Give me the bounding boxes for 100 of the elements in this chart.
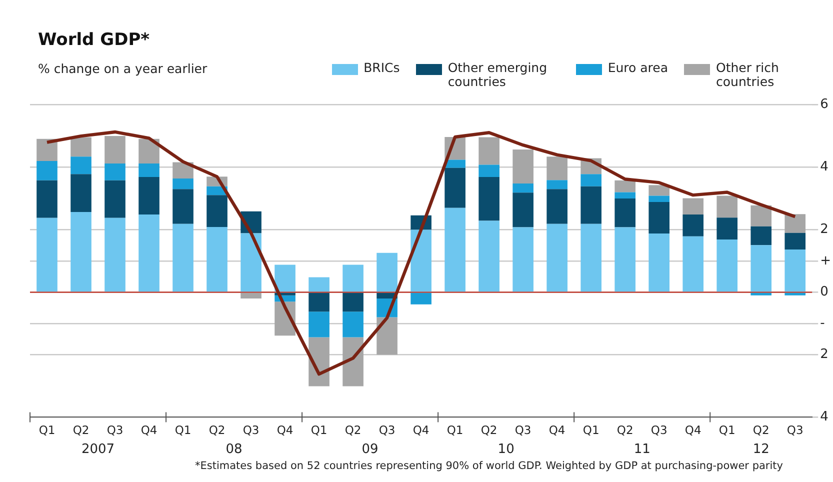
bar <box>784 232 806 250</box>
bar <box>138 214 160 292</box>
bar <box>138 138 160 164</box>
bar <box>648 196 670 202</box>
bar <box>512 184 534 193</box>
x-tick-label: Q4 <box>412 423 430 438</box>
bar <box>172 162 194 179</box>
bar <box>546 224 568 292</box>
bar <box>648 185 670 196</box>
bar <box>342 312 364 338</box>
bar <box>308 292 330 312</box>
bar <box>750 245 772 292</box>
y-tick-label: 2 <box>820 222 828 238</box>
text: 10 <box>498 442 514 457</box>
bar <box>614 192 636 199</box>
bar <box>206 226 228 292</box>
bar <box>172 189 194 224</box>
text: 08 <box>226 442 242 457</box>
bar <box>342 264 364 292</box>
x-tick-label: Q3 <box>786 423 804 438</box>
x-tick-label: Q1 <box>446 423 464 438</box>
bar <box>172 178 194 190</box>
x-tick-label: Q1 <box>718 423 736 438</box>
bar <box>410 230 432 292</box>
bar <box>104 164 126 180</box>
bar <box>206 195 228 227</box>
bar <box>308 277 330 292</box>
bar <box>750 205 772 226</box>
bar <box>682 214 704 236</box>
bar <box>376 252 398 292</box>
y-tick-label: 0 <box>820 284 828 300</box>
bar <box>36 180 58 218</box>
bar <box>104 180 126 218</box>
bar <box>614 180 636 192</box>
bar <box>138 164 160 177</box>
legend-label: Euro area <box>608 60 668 75</box>
bar <box>70 156 92 174</box>
legend-label: Other emerging countries <box>448 60 548 89</box>
x-tick-label: Q3 <box>650 423 668 438</box>
bar <box>240 292 262 298</box>
y-tick-label: - <box>820 316 826 331</box>
bar <box>172 224 194 292</box>
x-tick-label: Q2 <box>480 423 498 438</box>
x-tick-label: Q2 <box>344 423 362 438</box>
legend-label: BRICs <box>364 60 400 75</box>
bar <box>478 137 500 165</box>
y-tick-label: 4 <box>820 160 828 175</box>
bar <box>784 214 806 233</box>
chart-subtitle: % change on a year earlier <box>38 61 208 76</box>
bar <box>512 227 534 292</box>
bar <box>784 292 806 296</box>
x-tick-label: Q3 <box>106 423 124 438</box>
text: 2007 <box>81 442 115 457</box>
bar <box>784 249 806 292</box>
text: 09 <box>362 442 378 457</box>
bar <box>614 227 636 292</box>
x-tick-label: Q1 <box>310 423 328 438</box>
bar <box>750 226 772 246</box>
x-tick-label: Q2 <box>208 423 226 438</box>
bar <box>716 239 738 292</box>
x-tick-label: Q4 <box>140 423 158 438</box>
bar <box>36 138 58 162</box>
x-tick-label: Q3 <box>378 423 396 438</box>
bar <box>682 236 704 292</box>
x-tick-label: Q2 <box>616 423 634 438</box>
chart-title: World GDP* <box>38 30 150 50</box>
bar <box>648 202 670 234</box>
y-tick-label: + <box>820 253 832 268</box>
bar <box>104 218 126 292</box>
y-tick-label: 2 <box>820 347 828 362</box>
x-tick-label: Q2 <box>752 423 770 438</box>
bar <box>342 292 364 312</box>
text: 11 <box>634 442 650 457</box>
text: *Estimates based on 52 countries representing 90% of world GDP. Weighted by GDP at purchasing-power parity <box>195 460 783 472</box>
bar <box>512 192 534 228</box>
x-tick-label: Q1 <box>174 423 192 438</box>
bar <box>580 224 602 292</box>
bar <box>410 292 432 304</box>
bar <box>70 137 92 157</box>
x-tick-label: Q1 <box>582 423 600 438</box>
bar <box>444 168 466 208</box>
bar <box>274 264 296 292</box>
bar <box>546 189 568 224</box>
bar <box>70 212 92 292</box>
bar <box>580 186 602 224</box>
x-tick-label: Q3 <box>242 423 260 438</box>
y-tick-label: 6 <box>820 97 828 112</box>
x-tick-label: Q3 <box>514 423 532 438</box>
bar <box>478 164 500 177</box>
bar <box>240 233 262 292</box>
bar <box>444 208 466 292</box>
bar <box>138 176 160 214</box>
text: 12 <box>752 442 770 457</box>
bar <box>478 176 500 221</box>
x-tick-label: Q1 <box>38 423 56 438</box>
bar <box>750 292 772 296</box>
bar <box>546 180 568 190</box>
bar <box>614 198 636 228</box>
bar <box>512 149 534 184</box>
bar <box>716 196 738 218</box>
